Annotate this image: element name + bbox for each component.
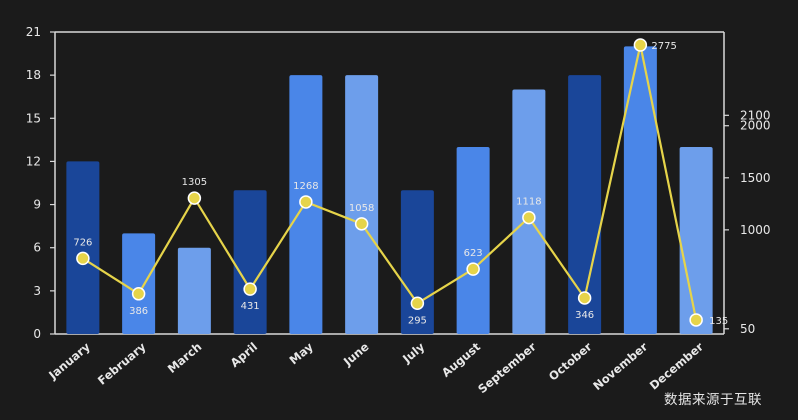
right-tick-label: 2000 [740, 119, 771, 133]
category-label: March [165, 340, 205, 376]
line-point [131, 287, 146, 301]
category-label: November [590, 339, 650, 393]
category-label: May [287, 339, 317, 367]
left-tick-label: 0 [33, 327, 41, 341]
left-tick-label: 6 [33, 241, 41, 255]
left-tick-label: 9 [33, 198, 41, 212]
line-point [466, 262, 480, 276]
line-data-label: 346 [575, 310, 594, 321]
line-data-label: 386 [129, 306, 148, 317]
line-point [243, 282, 257, 296]
bar-november [623, 46, 657, 334]
category-label: June [340, 339, 372, 369]
line-point [354, 217, 369, 231]
left-tick-label: 18 [26, 68, 41, 82]
right-tick-label: 2100 [740, 108, 771, 122]
bar-december [679, 147, 713, 334]
source-note: 数据来源于互联 [664, 392, 762, 408]
bar-october [568, 75, 602, 335]
left-tick-label: 3 [33, 284, 41, 298]
line-point [299, 195, 313, 209]
line-point [689, 313, 703, 327]
line-series [82, 44, 698, 321]
line-data-label: 726 [73, 237, 92, 248]
category-label: October [546, 339, 595, 383]
right-tick-label: 1000 [740, 223, 771, 237]
line-point [410, 296, 425, 311]
line-data-label: 1118 [516, 197, 541, 208]
line-point [76, 251, 90, 266]
line-point [522, 210, 536, 225]
left-tick-label: 21 [26, 25, 41, 39]
line-data-label: 623 [464, 248, 483, 259]
line-point [577, 291, 592, 305]
line-data-label: 431 [241, 301, 260, 312]
line-data-label: 1268 [293, 181, 318, 192]
bar-march [177, 247, 211, 334]
category-label: July [399, 339, 427, 366]
category-label: January [45, 339, 93, 382]
right-tick-label: 1500 [740, 171, 771, 185]
category-label: December [647, 339, 707, 392]
line-data-label: 1058 [349, 203, 374, 214]
category-label: February [95, 339, 149, 387]
right-tick-label: 50 [740, 322, 755, 336]
line-point [187, 191, 202, 205]
bar-february [122, 233, 156, 334]
left-tick-label: 15 [26, 111, 41, 125]
bar-august [456, 147, 490, 334]
line-data-label: 2775 [651, 41, 676, 52]
line-point [633, 38, 648, 52]
left-tick-label: 12 [26, 154, 41, 168]
category-label: September [475, 339, 539, 396]
category-label: April [228, 340, 261, 370]
category-label: August [439, 339, 484, 380]
line-data-label: 295 [408, 315, 427, 326]
bar-june [345, 75, 379, 335]
line-data-label: 1305 [182, 177, 207, 188]
bar-january [66, 161, 100, 334]
bar-april [233, 190, 267, 334]
bar-july [400, 190, 434, 334]
line-data-label: 135 [709, 316, 728, 327]
